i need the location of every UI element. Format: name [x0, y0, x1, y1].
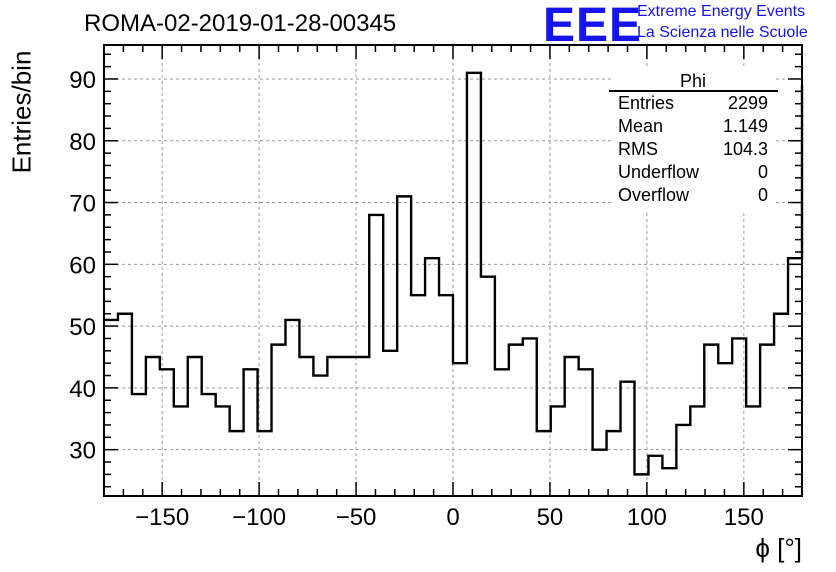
y-tick-label: 50: [69, 314, 96, 341]
x-tick-label: −150: [135, 504, 189, 531]
x-tick-label: 0: [446, 504, 459, 531]
stats-value: 0: [757, 162, 768, 182]
y-tick-label: 30: [69, 438, 96, 465]
stats-row-entries: Entries 2299: [618, 93, 768, 115]
stats-value: 1.149: [722, 116, 768, 136]
eee-logo: EEE: [543, 0, 643, 52]
stats-row-underflow: Underflow 0: [618, 162, 768, 184]
stats-label: Entries: [618, 93, 675, 113]
stats-row-rms: RMS 104.3: [618, 139, 768, 161]
logo-caption-line1: Extreme Energy Events: [637, 3, 806, 20]
x-tick-label: 100: [627, 504, 667, 531]
stats-label: Underflow: [618, 162, 700, 182]
y-tick-label: 60: [69, 252, 96, 279]
stats-row-overflow: Overflow 0: [618, 185, 768, 207]
histogram-series-line: [104, 71, 804, 476]
stats-value: 104.3: [722, 139, 768, 159]
x-axis-label: ϕ [°]: [755, 533, 802, 563]
run-title: ROMA-02-2019-01-28-00345: [84, 10, 397, 37]
stats-value: 0: [757, 185, 768, 205]
axis-ticks: [103, 45, 803, 496]
axis-tick-labels: −150 −100 −50 0 50 100 150 30 40 50 60 70 80 90: [69, 67, 764, 531]
stats-box: Phi Entries 2299 Mean 1.149 RMS 104.3 Un…: [609, 66, 778, 212]
x-tick-label: 150: [724, 504, 764, 531]
stats-value: 2299: [727, 93, 768, 113]
stats-label: RMS: [618, 139, 658, 159]
y-tick-label: 90: [69, 67, 96, 94]
y-tick-label: 80: [69, 129, 96, 156]
x-tick-label: 50: [537, 504, 564, 531]
stats-divider: [609, 90, 778, 92]
logo-caption-line2: La Scienza nelle Scuole: [637, 24, 808, 41]
y-tick-label: 70: [69, 191, 96, 218]
stats-label: Mean: [618, 116, 664, 136]
x-tick-label: −100: [232, 504, 286, 531]
stats-title: Phi: [679, 71, 706, 91]
y-axis-label: Entries/bin: [6, 50, 37, 174]
y-tick-label: 40: [69, 376, 96, 403]
stats-row-mean: Mean 1.149: [618, 116, 768, 138]
stats-label: Overflow: [618, 185, 690, 205]
x-tick-label: −50: [336, 504, 377, 531]
